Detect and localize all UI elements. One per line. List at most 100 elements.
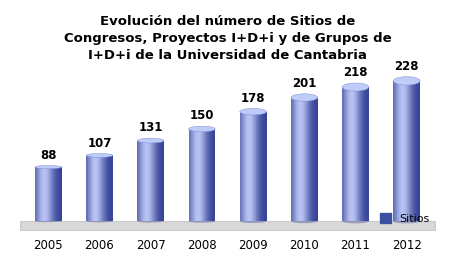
Bar — [46, 167, 47, 221]
Bar — [189, 129, 190, 221]
Bar — [311, 97, 312, 221]
Bar — [417, 81, 418, 221]
Bar — [315, 97, 316, 221]
Bar — [88, 155, 89, 221]
Bar — [159, 141, 160, 221]
Bar — [303, 97, 304, 221]
Bar — [416, 81, 417, 221]
Bar — [202, 129, 203, 221]
Bar — [417, 81, 418, 221]
Bar — [313, 97, 314, 221]
Bar — [139, 141, 140, 221]
Bar — [403, 81, 404, 221]
Bar — [59, 167, 60, 221]
Bar — [47, 167, 48, 221]
Bar — [356, 87, 357, 221]
Text: 150: 150 — [190, 109, 214, 122]
Bar — [304, 97, 305, 221]
Bar — [58, 167, 59, 221]
Ellipse shape — [35, 221, 61, 222]
Ellipse shape — [86, 220, 113, 222]
Bar — [317, 97, 318, 221]
Bar — [146, 141, 147, 221]
Bar — [363, 87, 364, 221]
Bar — [44, 167, 45, 221]
Bar — [86, 155, 87, 221]
Bar — [407, 81, 408, 221]
Bar — [145, 141, 146, 221]
Bar — [253, 112, 254, 221]
Bar — [156, 141, 157, 221]
Bar — [148, 141, 149, 221]
Bar — [245, 112, 246, 221]
Bar — [153, 141, 154, 221]
Bar — [96, 155, 97, 221]
Bar — [314, 97, 315, 221]
Bar — [99, 155, 100, 221]
Bar — [411, 81, 412, 221]
Bar — [188, 129, 189, 221]
Bar — [51, 167, 52, 221]
Bar — [209, 129, 210, 221]
Bar — [192, 129, 193, 221]
Bar — [247, 112, 248, 221]
Bar — [52, 167, 53, 221]
Bar — [298, 97, 299, 221]
Bar — [313, 97, 314, 221]
Bar — [36, 167, 37, 221]
Bar — [140, 141, 141, 221]
Bar — [399, 81, 400, 221]
Bar — [55, 167, 56, 221]
Bar — [404, 81, 405, 221]
Bar — [243, 112, 244, 221]
Bar — [109, 155, 110, 221]
Bar — [87, 155, 88, 221]
Bar — [302, 97, 303, 221]
Bar — [208, 129, 209, 221]
Bar — [143, 141, 144, 221]
Bar — [158, 141, 159, 221]
Bar — [92, 155, 93, 221]
Bar — [368, 87, 369, 221]
Text: 178: 178 — [241, 92, 265, 105]
Bar — [91, 155, 92, 221]
Bar — [412, 81, 413, 221]
Bar — [299, 97, 300, 221]
Bar — [354, 87, 355, 221]
Bar — [308, 97, 309, 221]
Bar — [108, 155, 109, 221]
Bar — [212, 129, 213, 221]
Bar — [406, 81, 407, 221]
Bar — [259, 112, 260, 221]
Bar — [151, 141, 152, 221]
Bar — [205, 129, 206, 221]
Bar — [150, 141, 151, 221]
Ellipse shape — [137, 138, 164, 143]
Ellipse shape — [291, 94, 318, 101]
Bar — [251, 112, 252, 221]
Bar — [195, 129, 196, 221]
FancyBboxPatch shape — [20, 221, 435, 230]
Bar — [353, 87, 354, 221]
Bar — [407, 81, 408, 221]
Bar — [414, 81, 415, 221]
Bar — [246, 112, 247, 221]
Bar — [404, 81, 405, 221]
Bar — [303, 97, 304, 221]
Bar — [357, 87, 358, 221]
Bar — [402, 81, 403, 221]
Ellipse shape — [394, 77, 420, 85]
Bar — [87, 155, 88, 221]
Bar — [256, 112, 257, 221]
Bar — [111, 155, 112, 221]
Bar — [162, 141, 163, 221]
Bar — [101, 155, 102, 221]
Bar — [190, 129, 191, 221]
Bar — [56, 167, 57, 221]
Bar — [97, 155, 98, 221]
Ellipse shape — [240, 108, 267, 115]
Bar — [142, 141, 143, 221]
Bar — [350, 87, 351, 221]
Bar — [196, 129, 197, 221]
Bar — [41, 167, 42, 221]
